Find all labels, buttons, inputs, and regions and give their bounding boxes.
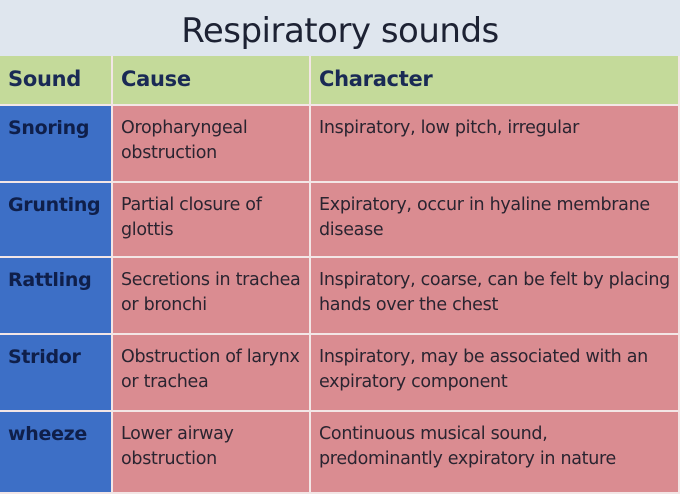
sound-cell: Rattling <box>0 258 113 335</box>
sound-cell: Grunting <box>0 183 113 258</box>
header-cell: Cause <box>113 56 311 106</box>
table-cell: Oropharyngeal obstruction <box>113 106 311 183</box>
header-cell: Character <box>311 56 680 106</box>
header-cell: Sound <box>0 56 113 106</box>
title: Respiratory sounds <box>181 11 499 51</box>
table: Sound Cause Character Snoring Oropharyngeal … <box>0 56 680 494</box>
sound-cell: Stridor <box>0 335 113 412</box>
table-cell: Lower airway obstruction <box>113 412 311 494</box>
table-cell: Expiratory, occur in hyaline membrane di… <box>311 183 680 258</box>
table-cell: Inspiratory, coarse, can be felt by plac… <box>311 258 680 335</box>
table-cell: Obstruction of larynx or trachea <box>113 335 311 412</box>
table-cell: Secretions in trachea or bronchi <box>113 258 311 335</box>
table-cell: Continuous musical sound, predominantly … <box>311 412 680 494</box>
table-cell: Inspiratory, low pitch, irregular <box>311 106 680 183</box>
table-cell: Partial closure of glottis <box>113 183 311 258</box>
table-cell: Inspiratory, may be associated with an e… <box>311 335 680 412</box>
sound-cell: wheeze <box>0 412 113 494</box>
sound-cell: Snoring <box>0 106 113 183</box>
